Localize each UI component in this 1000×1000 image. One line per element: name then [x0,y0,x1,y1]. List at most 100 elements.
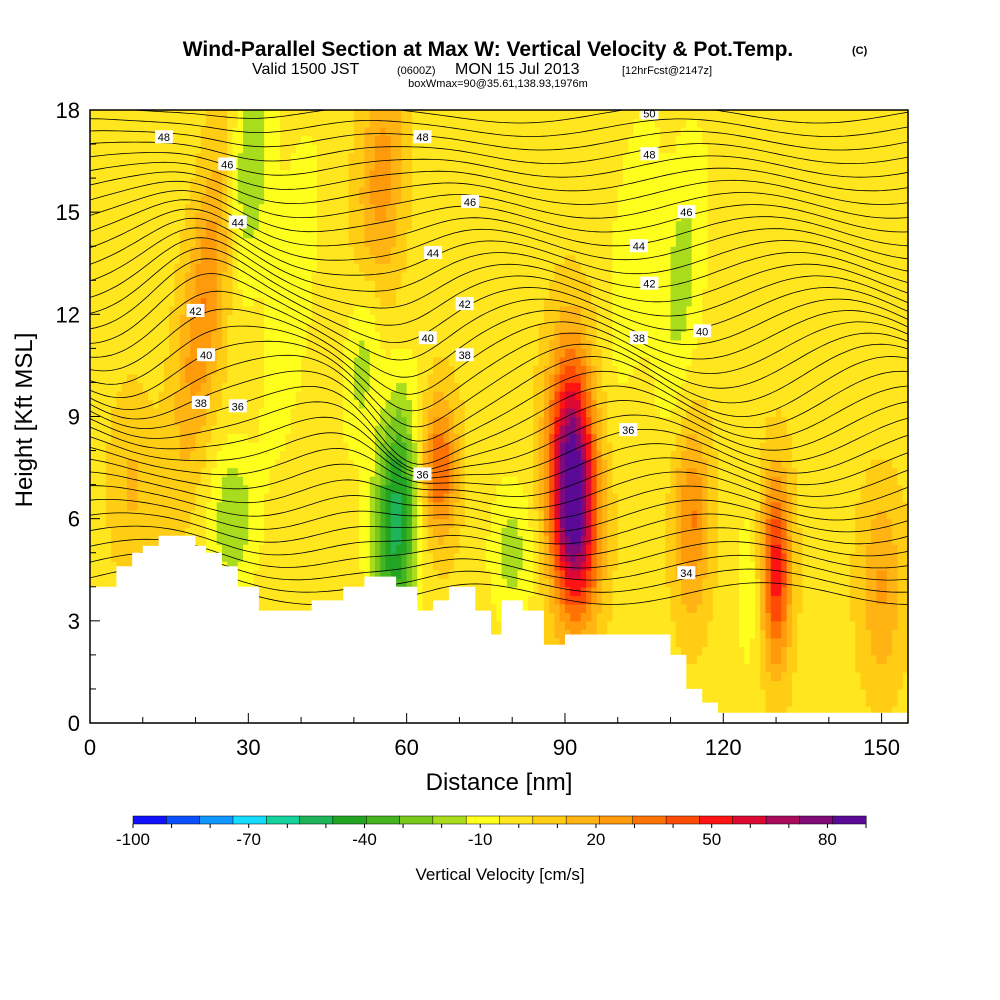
velocity-cell [406,467,413,477]
velocity-cell [243,459,249,469]
velocity-cell [316,578,323,588]
velocity-cell [301,603,307,613]
velocity-cell [813,697,819,707]
velocity-cell [691,544,698,554]
velocity-cell [770,493,777,503]
velocity-cell [723,612,730,622]
velocity-cell [733,595,740,605]
velocity-cell [137,484,144,494]
velocity-cell [491,552,497,562]
velocity-cell [659,535,666,545]
velocity-cell [881,484,888,494]
velocity-cell [691,612,698,622]
velocity-cell [116,442,123,452]
velocity-cell [285,561,292,571]
velocity-cell [770,527,777,537]
velocity-cell [148,476,154,486]
velocity-cell [163,459,170,469]
velocity-cell [633,493,640,503]
velocity-cell [892,561,899,571]
velocity-cell [496,518,503,528]
velocity-cell [142,527,149,537]
velocity-cell [707,501,714,511]
velocity-cell [454,476,461,486]
velocity-cell [485,501,492,511]
velocity-cell [279,501,286,511]
velocity-cell [274,476,281,486]
velocity-cell [564,552,571,562]
velocity-cell [459,527,466,537]
velocity-cell [538,467,545,477]
velocity-cell [248,459,255,469]
velocity-cell [659,569,666,579]
velocity-cell [274,544,281,554]
velocity-cell [464,535,471,545]
velocity-cell [601,578,608,588]
velocity-cell [696,629,703,639]
velocity-cell [902,705,909,716]
velocity-cell [586,510,592,520]
velocity-cell [311,484,318,494]
velocity-cell [116,535,123,545]
velocity-cell [786,527,793,537]
velocity-cell [580,484,587,494]
velocity-cell [638,544,645,554]
velocity-cell [649,510,656,520]
velocity-cell [221,493,228,503]
velocity-cell [770,450,777,460]
velocity-cell [433,484,439,494]
velocity-cell [512,595,519,605]
velocity-cell [411,527,418,537]
velocity-cell [380,484,387,494]
velocity-cell [121,493,128,503]
velocity-cell [475,484,482,494]
velocity-cell [797,688,804,699]
velocity-cell [100,518,107,528]
velocity-cell [797,612,804,622]
velocity-cell [364,518,371,528]
velocity-cell [353,527,360,537]
velocity-cell [728,688,735,699]
velocity-cell [374,467,381,477]
velocity-cell [696,518,703,528]
velocity-cell [776,578,782,588]
velocity-cell [570,603,577,613]
velocity-cell [132,493,139,503]
velocity-cell [216,510,223,520]
velocity-cell [649,484,656,494]
velocity-cell [543,501,550,511]
velocity-cell [902,586,909,596]
velocity-cell [206,527,212,537]
velocity-cell [512,578,519,588]
velocity-cell [675,518,682,528]
velocity-cell [670,459,677,469]
velocity-cell [638,493,645,503]
velocity-cell [596,493,603,503]
velocity-cell [279,493,286,503]
velocity-cell [258,586,265,596]
velocity-cell [396,569,402,579]
velocity-cell [849,680,856,690]
velocity-cell [338,450,344,460]
velocity-cell [258,535,265,545]
velocity-cell [754,459,761,469]
velocity-cell [401,544,408,554]
velocity-cell [881,476,888,486]
velocity-cell [865,450,872,460]
velocity-cell [723,501,730,511]
velocity-cell [623,612,629,622]
velocity-cell [902,578,909,588]
velocity-cell [116,476,123,486]
velocity-cell [849,654,856,664]
velocity-cell [169,518,176,528]
velocity-cell [343,544,350,554]
velocity-cell [485,459,492,469]
velocity-cell [628,612,635,622]
velocity-cell [348,552,355,562]
velocity-cell [739,680,745,690]
velocity-cell [718,569,724,579]
velocity-cell [707,654,714,664]
velocity-cell [343,484,350,494]
velocity-cell [617,595,624,605]
velocity-cell [865,467,872,477]
